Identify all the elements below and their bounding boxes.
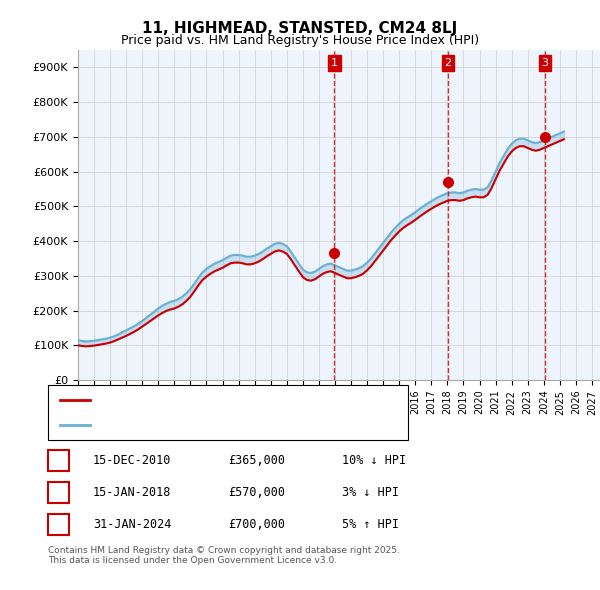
Text: 1: 1 [331, 58, 338, 68]
Text: Price paid vs. HM Land Registry's House Price Index (HPI): Price paid vs. HM Land Registry's House … [121, 34, 479, 47]
Text: 5% ↑ HPI: 5% ↑ HPI [342, 517, 399, 530]
Text: 1: 1 [54, 454, 63, 467]
Text: 2: 2 [445, 58, 452, 68]
Text: 11, HIGHMEAD, STANSTED, CM24 8LJ: 11, HIGHMEAD, STANSTED, CM24 8LJ [142, 21, 458, 35]
Text: 3: 3 [542, 58, 548, 68]
Text: 15-DEC-2010: 15-DEC-2010 [93, 454, 172, 467]
Text: £700,000: £700,000 [228, 517, 285, 530]
Text: 15-JAN-2018: 15-JAN-2018 [93, 486, 172, 499]
Text: 31-JAN-2024: 31-JAN-2024 [93, 517, 172, 530]
Text: 2: 2 [54, 486, 63, 499]
Text: 3: 3 [54, 517, 63, 530]
Text: Contains HM Land Registry data © Crown copyright and database right 2025.
This d: Contains HM Land Registry data © Crown c… [48, 546, 400, 565]
Text: £570,000: £570,000 [228, 486, 285, 499]
Text: £365,000: £365,000 [228, 454, 285, 467]
Text: 10% ↓ HPI: 10% ↓ HPI [342, 454, 406, 467]
Text: HPI: Average price, detached house, Uttlesford: HPI: Average price, detached house, Uttl… [96, 419, 341, 430]
Text: 11, HIGHMEAD, STANSTED, CM24 8LJ (detached house): 11, HIGHMEAD, STANSTED, CM24 8LJ (detach… [96, 395, 383, 405]
Text: 3% ↓ HPI: 3% ↓ HPI [342, 486, 399, 499]
